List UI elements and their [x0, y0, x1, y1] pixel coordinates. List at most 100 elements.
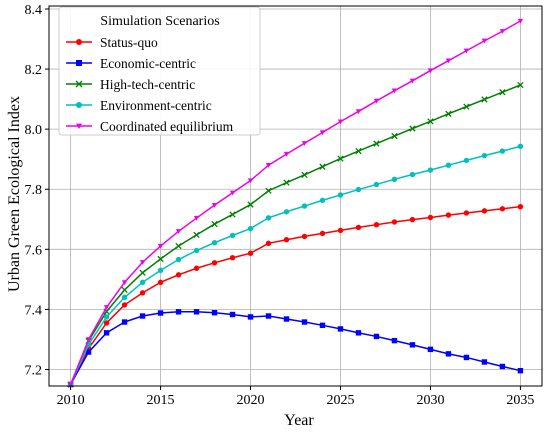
series-environment-centric	[67, 143, 524, 388]
data-point	[337, 326, 344, 332]
data-point	[445, 110, 452, 118]
data-point	[445, 351, 452, 357]
data-point	[229, 190, 236, 196]
y-tick-label: 7.8	[25, 183, 43, 198]
legend-item: Environment-centric	[66, 98, 212, 113]
data-point	[319, 197, 326, 204]
y-tick-label: 8.0	[25, 123, 43, 138]
legend-label: Coordinated equilibrium	[100, 119, 234, 134]
data-point	[139, 269, 146, 276]
y-axis-title: Urban Green Ecological Index	[6, 96, 23, 292]
data-point	[337, 155, 344, 162]
data-point	[517, 81, 524, 89]
data-point	[427, 118, 434, 125]
data-point	[319, 230, 326, 237]
data-point	[445, 162, 452, 168]
data-point	[103, 330, 110, 336]
data-point	[229, 255, 236, 261]
y-tick-label: 7.2	[25, 363, 43, 378]
data-point	[175, 256, 182, 263]
data-point	[319, 130, 326, 136]
data-point	[157, 310, 164, 316]
x-tick-label: 2020	[237, 393, 265, 408]
data-point	[139, 313, 146, 319]
series-line	[69, 311, 521, 385]
data-point	[283, 179, 290, 186]
data-point	[481, 359, 488, 365]
y-tick-label: 7.6	[25, 243, 43, 258]
x-tick-label: 2015	[147, 393, 175, 408]
series-line	[69, 20, 521, 385]
data-point	[517, 143, 524, 149]
data-point	[499, 29, 506, 34]
data-point	[121, 280, 128, 286]
legend-box	[58, 6, 261, 136]
data-point	[283, 151, 290, 157]
data-point	[139, 290, 146, 296]
data-point	[355, 147, 362, 155]
legend-item: High-tech-centric	[66, 77, 195, 92]
legend-item: Status-quo	[66, 35, 158, 50]
data-point	[373, 181, 380, 188]
data-point	[499, 89, 506, 96]
data-point	[247, 201, 254, 208]
legend-label: Status-quo	[100, 35, 158, 50]
data-point	[193, 231, 200, 239]
data-point	[283, 237, 290, 243]
data-point	[427, 68, 434, 74]
data-point	[373, 98, 380, 104]
data-point	[499, 148, 506, 154]
data-point	[427, 214, 434, 221]
data-point	[76, 60, 82, 66]
data-point	[355, 109, 362, 115]
data-point	[301, 141, 308, 146]
data-point	[67, 382, 74, 388]
data-point	[247, 178, 254, 184]
data-point	[211, 310, 218, 316]
data-point	[373, 140, 380, 147]
data-point	[247, 314, 254, 320]
data-point	[499, 363, 506, 370]
data-point	[427, 346, 434, 353]
series-economic-centric	[67, 309, 524, 388]
data-point	[301, 203, 308, 209]
data-point	[463, 157, 470, 164]
data-point	[193, 309, 200, 315]
y-axis: 7.2 7.4 7.6 7.8 8.0 8.2 8.4	[25, 3, 49, 378]
data-point	[247, 225, 254, 232]
data-point	[157, 243, 164, 249]
x-tick-label: 2030	[416, 393, 444, 408]
data-point	[157, 255, 164, 263]
data-point	[391, 337, 398, 344]
data-point	[481, 152, 488, 159]
series-high-tech-centric	[67, 81, 524, 388]
data-point	[76, 102, 82, 108]
data-point	[481, 96, 488, 103]
data-point	[229, 232, 236, 239]
x-tick-label: 2025	[326, 393, 354, 408]
legend-label: Environment-centric	[100, 98, 212, 113]
data-point	[75, 80, 83, 88]
data-point	[391, 88, 398, 94]
data-point	[481, 38, 488, 44]
x-axis: 2010 2015 2020 2025 2030 2035	[57, 386, 534, 408]
y-tick-label: 8.4	[25, 3, 43, 18]
data-point	[337, 227, 344, 234]
legend-label: Economic-centric	[100, 56, 196, 71]
data-point	[463, 103, 470, 110]
series-lines	[67, 18, 524, 388]
series-line	[69, 205, 521, 385]
data-point	[103, 320, 110, 326]
x-tick-label: 2010	[57, 393, 85, 408]
data-point	[211, 240, 218, 246]
data-point	[463, 48, 470, 54]
data-point	[373, 333, 380, 340]
data-point	[517, 18, 524, 24]
data-point	[481, 208, 488, 214]
data-point	[337, 192, 344, 198]
data-point	[409, 216, 416, 223]
plot-frame	[48, 5, 543, 387]
data-point	[355, 224, 362, 231]
data-point	[463, 354, 470, 361]
